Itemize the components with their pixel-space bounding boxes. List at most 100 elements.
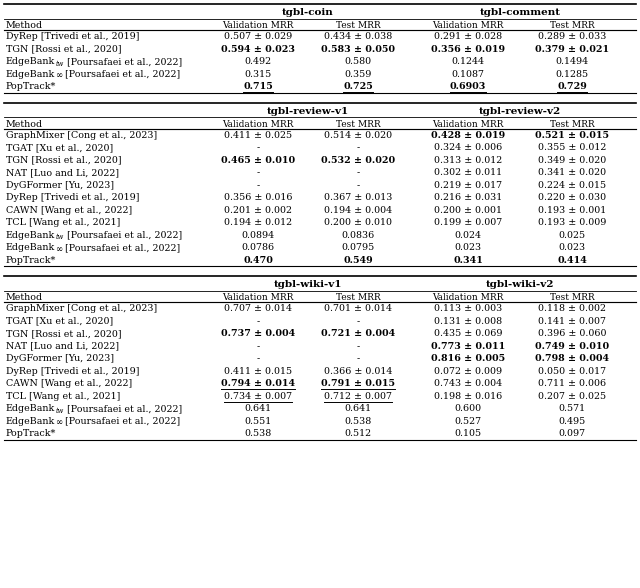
- Text: EdgeBank: EdgeBank: [6, 405, 55, 413]
- Text: 0.725: 0.725: [343, 82, 373, 91]
- Text: EdgeBank: EdgeBank: [6, 417, 55, 426]
- Text: ∞: ∞: [55, 418, 63, 427]
- Text: 0.207 ± 0.025: 0.207 ± 0.025: [538, 392, 606, 401]
- Text: 0.737 ± 0.004: 0.737 ± 0.004: [221, 329, 295, 338]
- Text: [Poursafaei et al., 2022]: [Poursafaei et al., 2022]: [63, 230, 182, 240]
- Text: CAWN [Wang et al., 2022]: CAWN [Wang et al., 2022]: [6, 206, 132, 215]
- Text: ∞: ∞: [55, 71, 63, 80]
- Text: 0.734 ± 0.007: 0.734 ± 0.007: [224, 392, 292, 401]
- Text: TGAT [Xu et al., 2020]: TGAT [Xu et al., 2020]: [6, 317, 113, 326]
- Text: TCL [Wang et al., 2021]: TCL [Wang et al., 2021]: [6, 218, 120, 227]
- Text: tw: tw: [55, 59, 63, 68]
- Text: tgbl-comment: tgbl-comment: [479, 8, 561, 17]
- Text: TGN [Rossi et al., 2020]: TGN [Rossi et al., 2020]: [6, 45, 122, 54]
- Text: 0.1244: 0.1244: [451, 57, 484, 66]
- Text: TGN [Rossi et al., 2020]: TGN [Rossi et al., 2020]: [6, 156, 122, 165]
- Text: 0.359: 0.359: [344, 70, 372, 79]
- Text: 0.435 ± 0.069: 0.435 ± 0.069: [434, 329, 502, 338]
- Text: 0.023: 0.023: [559, 243, 586, 252]
- Text: 0.721 ± 0.004: 0.721 ± 0.004: [321, 329, 395, 338]
- Text: -: -: [356, 342, 360, 351]
- Text: Validation MRR: Validation MRR: [222, 293, 294, 302]
- Text: tw: tw: [55, 406, 63, 415]
- Text: 0.341: 0.341: [453, 256, 483, 265]
- Text: Test MRR: Test MRR: [550, 22, 595, 31]
- Text: EdgeBank: EdgeBank: [6, 70, 55, 79]
- Text: 0.712 ± 0.007: 0.712 ± 0.007: [324, 392, 392, 401]
- Text: 0.411 ± 0.015: 0.411 ± 0.015: [224, 367, 292, 376]
- Text: 0.072 ± 0.009: 0.072 ± 0.009: [434, 367, 502, 376]
- Text: EdgeBank: EdgeBank: [6, 243, 55, 252]
- Text: [Poursafaei et al., 2022]: [Poursafaei et al., 2022]: [63, 243, 180, 252]
- Text: tw: tw: [55, 233, 63, 241]
- Text: -: -: [356, 181, 360, 190]
- Text: 0.341 ± 0.020: 0.341 ± 0.020: [538, 168, 606, 177]
- Text: 0.023: 0.023: [454, 243, 481, 252]
- Text: tgbl-review-v1: tgbl-review-v1: [267, 106, 349, 115]
- Text: Method: Method: [6, 293, 43, 302]
- Text: tgbl-review-v2: tgbl-review-v2: [479, 106, 561, 115]
- Text: GraphMixer [Cong et al., 2023]: GraphMixer [Cong et al., 2023]: [6, 131, 157, 140]
- Text: 0.701 ± 0.014: 0.701 ± 0.014: [324, 304, 392, 313]
- Text: 0.113 ± 0.003: 0.113 ± 0.003: [434, 304, 502, 313]
- Text: [Poursafaei et al., 2022]: [Poursafaei et al., 2022]: [63, 70, 180, 79]
- Text: 0.194 ± 0.004: 0.194 ± 0.004: [324, 206, 392, 215]
- Text: 0.355 ± 0.012: 0.355 ± 0.012: [538, 143, 606, 152]
- Text: Validation MRR: Validation MRR: [222, 120, 294, 129]
- Text: CAWN [Wang et al., 2022]: CAWN [Wang et al., 2022]: [6, 379, 132, 388]
- Text: 0.313 ± 0.012: 0.313 ± 0.012: [434, 156, 502, 165]
- Text: 0.414: 0.414: [557, 256, 587, 265]
- Text: 0.571: 0.571: [559, 405, 586, 413]
- Text: 0.366 ± 0.014: 0.366 ± 0.014: [324, 367, 392, 376]
- Text: TGN [Rossi et al., 2020]: TGN [Rossi et al., 2020]: [6, 329, 122, 338]
- Text: Test MRR: Test MRR: [550, 293, 595, 302]
- Text: 0.302 ± 0.011: 0.302 ± 0.011: [434, 168, 502, 177]
- Text: 0.0894: 0.0894: [241, 230, 275, 240]
- Text: EdgeBank: EdgeBank: [6, 230, 55, 240]
- Text: 0.729: 0.729: [557, 82, 587, 91]
- Text: 0.514 ± 0.020: 0.514 ± 0.020: [324, 131, 392, 140]
- Text: 0.798 ± 0.004: 0.798 ± 0.004: [535, 354, 609, 363]
- Text: 0.118 ± 0.002: 0.118 ± 0.002: [538, 304, 606, 313]
- Text: Test MRR: Test MRR: [550, 120, 595, 129]
- Text: -: -: [257, 181, 260, 190]
- Text: 0.749 ± 0.010: 0.749 ± 0.010: [535, 342, 609, 351]
- Text: 0.549: 0.549: [343, 256, 373, 265]
- Text: DyGFormer [Yu, 2023]: DyGFormer [Yu, 2023]: [6, 354, 114, 363]
- Text: 0.791 ± 0.015: 0.791 ± 0.015: [321, 379, 395, 388]
- Text: DyRep [Trivedi et al., 2019]: DyRep [Trivedi et al., 2019]: [6, 367, 140, 376]
- Text: -: -: [257, 317, 260, 326]
- Text: 0.194 ± 0.012: 0.194 ± 0.012: [224, 218, 292, 227]
- Text: tgbl-wiki-v1: tgbl-wiki-v1: [274, 280, 342, 289]
- Text: 0.465 ± 0.010: 0.465 ± 0.010: [221, 156, 295, 165]
- Text: 0.532 ± 0.020: 0.532 ± 0.020: [321, 156, 395, 165]
- Text: 0.1494: 0.1494: [556, 57, 589, 66]
- Text: ∞: ∞: [55, 418, 63, 427]
- Text: [Poursafaei et al., 2022]: [Poursafaei et al., 2022]: [63, 417, 180, 426]
- Text: 0.219 ± 0.017: 0.219 ± 0.017: [434, 181, 502, 190]
- Text: 0.324 ± 0.006: 0.324 ± 0.006: [434, 143, 502, 152]
- Text: TCL [Wang et al., 2021]: TCL [Wang et al., 2021]: [6, 392, 120, 401]
- Text: 0.367 ± 0.013: 0.367 ± 0.013: [324, 193, 392, 202]
- Text: 0.198 ± 0.016: 0.198 ± 0.016: [434, 392, 502, 401]
- Text: 0.315: 0.315: [244, 70, 271, 79]
- Text: 0.594 ± 0.023: 0.594 ± 0.023: [221, 45, 295, 54]
- Text: 0.200 ± 0.001: 0.200 ± 0.001: [434, 206, 502, 215]
- Text: -: -: [257, 143, 260, 152]
- Text: -: -: [356, 317, 360, 326]
- Text: 0.131 ± 0.008: 0.131 ± 0.008: [434, 317, 502, 326]
- Text: 0.0795: 0.0795: [341, 243, 374, 252]
- Text: Validation MRR: Validation MRR: [432, 22, 504, 31]
- Text: 0.743 ± 0.004: 0.743 ± 0.004: [434, 379, 502, 388]
- Text: 0.024: 0.024: [454, 230, 481, 240]
- Text: tw: tw: [55, 59, 63, 68]
- Text: 0.025: 0.025: [559, 230, 586, 240]
- Text: Test MRR: Test MRR: [336, 293, 380, 302]
- Text: 0.0786: 0.0786: [241, 243, 275, 252]
- Text: 0.794 ± 0.014: 0.794 ± 0.014: [221, 379, 295, 388]
- Text: 0.583 ± 0.050: 0.583 ± 0.050: [321, 45, 395, 54]
- Text: Validation MRR: Validation MRR: [432, 293, 504, 302]
- Text: 0.141 ± 0.007: 0.141 ± 0.007: [538, 317, 606, 326]
- Text: -: -: [257, 354, 260, 363]
- Text: 0.495: 0.495: [558, 417, 586, 426]
